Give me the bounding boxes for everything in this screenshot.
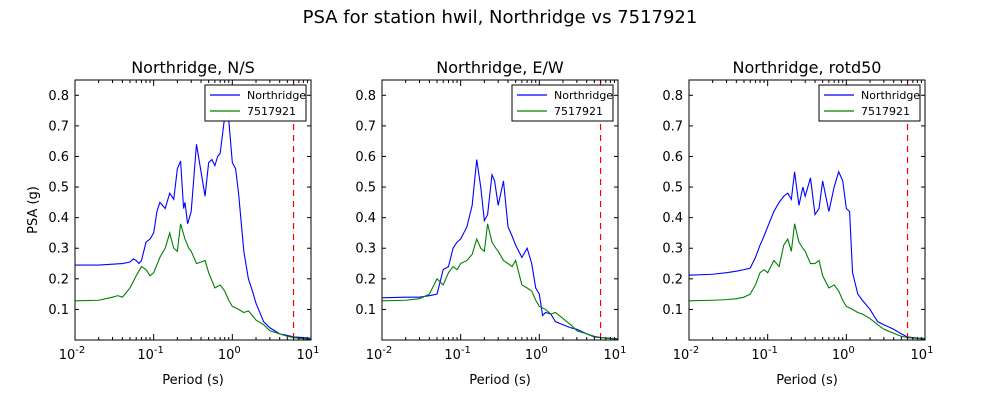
y-tick-label: 0.6 bbox=[355, 150, 376, 165]
legend-box bbox=[818, 84, 921, 122]
y-tick-label: 0.5 bbox=[662, 181, 683, 196]
y-tick-label: 0.7 bbox=[355, 119, 376, 134]
y-tick-label: 0.5 bbox=[48, 181, 69, 196]
legend: Northridge 7517921 bbox=[818, 84, 921, 122]
legend-box bbox=[511, 84, 614, 122]
y-tick-label: 0.4 bbox=[48, 211, 69, 226]
plot-frame bbox=[74, 79, 312, 341]
y-axis-label: PSA (g) bbox=[26, 186, 41, 234]
y-tick-label: 0.4 bbox=[662, 211, 683, 226]
chart-panel-3: Northridge, rotd50 0.1 0.2 0.3 0.4 0.5 0.6 0.7 0… bbox=[662, 58, 933, 388]
series-line-northridge bbox=[75, 115, 311, 340]
legend-label: Northridge bbox=[247, 89, 306, 102]
y-tick-label: 0.6 bbox=[662, 150, 683, 165]
x-axis-label: Period (s) bbox=[469, 373, 531, 388]
y-tick-label: 0.3 bbox=[662, 242, 683, 257]
legend-label: 7517921 bbox=[861, 105, 910, 118]
y-tick-label: 0.7 bbox=[48, 119, 69, 134]
y-tick-label: 0.4 bbox=[355, 211, 376, 226]
y-tick-label: 0.5 bbox=[355, 181, 376, 196]
figure-suptitle: PSA for station hwil, Northridge vs 7517… bbox=[303, 7, 698, 28]
series-line-northridge bbox=[382, 159, 618, 340]
legend-label: 7517921 bbox=[554, 105, 603, 118]
plot-frame bbox=[688, 79, 926, 341]
y-tick-label: 0.8 bbox=[48, 89, 69, 104]
y-tick-label: 0.3 bbox=[48, 242, 69, 257]
y-tick-label: 0.2 bbox=[662, 272, 683, 287]
legend: Northridge 7517921 bbox=[204, 84, 307, 122]
x-axis-label: Period (s) bbox=[162, 373, 224, 388]
y-tick-label: 0.1 bbox=[355, 303, 376, 318]
series-line-comparison bbox=[75, 223, 311, 340]
series-line-northridge bbox=[689, 170, 925, 340]
y-tick-label: 0.8 bbox=[355, 89, 376, 104]
y-tick-label: 0.8 bbox=[662, 89, 683, 104]
legend-label: 7517921 bbox=[247, 105, 296, 118]
y-tick-label: 0.7 bbox=[662, 119, 683, 134]
y-tick-label: 0.1 bbox=[48, 303, 69, 318]
y-tick-label: 0.1 bbox=[662, 303, 683, 318]
y-tick-label: 0.3 bbox=[355, 242, 376, 257]
y-tick-label: 0.2 bbox=[48, 272, 69, 287]
legend-label: Northridge bbox=[554, 89, 613, 102]
y-tick-label: 0.2 bbox=[355, 272, 376, 287]
legend-label: Northridge bbox=[861, 89, 920, 102]
panel-title: Northridge, E/W bbox=[436, 58, 564, 77]
panel-title: Northridge, rotd50 bbox=[733, 58, 882, 77]
legend: Northridge 7517921 bbox=[511, 84, 614, 122]
y-tick-label: 0.6 bbox=[48, 150, 69, 165]
series-line-comparison bbox=[689, 223, 925, 340]
x-axis-label: Period (s) bbox=[776, 373, 838, 388]
panel-title: Northridge, N/S bbox=[131, 58, 255, 77]
legend-box bbox=[204, 84, 307, 122]
plot-frame bbox=[381, 79, 619, 341]
series-line-comparison bbox=[382, 223, 618, 340]
chart-panel-2: Northridge, E/W0.10.20.30.40.50.60.70.81… bbox=[355, 58, 626, 388]
